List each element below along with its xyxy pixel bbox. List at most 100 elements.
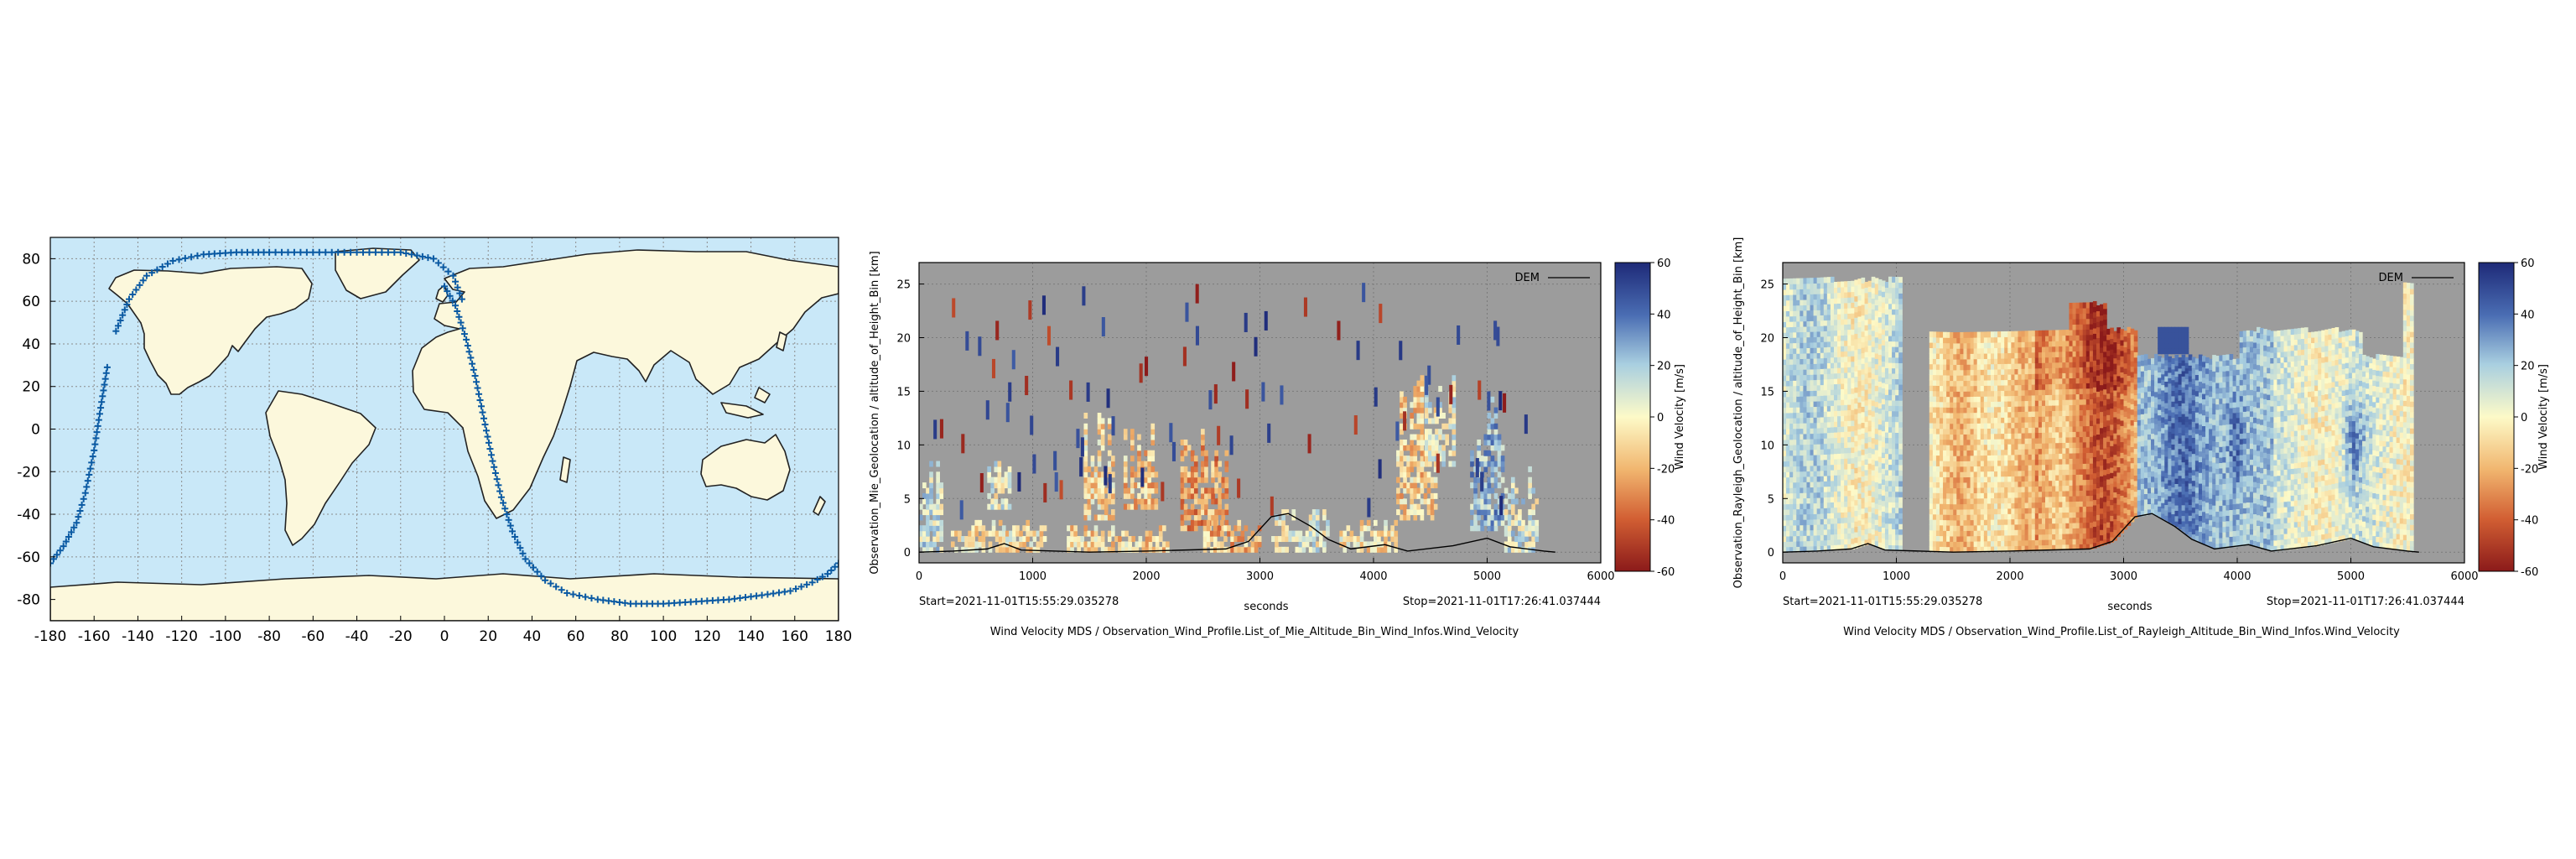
heatmap-cell — [1844, 356, 1848, 362]
heatmap-cell — [997, 503, 1002, 510]
heatmap-cell — [1180, 514, 1185, 521]
heatmap-cell — [1943, 461, 1947, 467]
heatmap-cell — [1426, 503, 1431, 510]
heatmap-cell — [1956, 358, 1961, 365]
heatmap-cell — [1053, 450, 1057, 471]
heatmap-cell — [1816, 513, 1821, 520]
heatmap-cell — [1837, 474, 1841, 481]
heatmap-cell — [1820, 492, 1825, 498]
heatmap-cell — [1953, 445, 1957, 451]
heatmap-cell — [1315, 541, 1320, 548]
heatmap-cell — [1871, 314, 1876, 320]
heatmap-cell — [1871, 416, 1876, 423]
heatmap-cell — [1844, 506, 1848, 513]
heatmap-cell — [1813, 518, 1818, 525]
heatmap-cell — [1826, 454, 1831, 461]
heatmap-cell — [1826, 383, 1831, 390]
heatmap-cell — [1813, 325, 1818, 332]
heatmap-cell — [1960, 487, 1965, 494]
heatmap-cell — [1786, 321, 1790, 328]
heatmap-cell — [1844, 442, 1848, 449]
heatmap-cell — [1796, 428, 1800, 435]
heatmap-cell — [1997, 535, 2002, 542]
heatmap-cell — [1847, 463, 1852, 470]
heatmap-cell — [1966, 497, 1971, 504]
heatmap-cell — [1963, 525, 1968, 532]
heatmap-cell — [2007, 395, 2012, 402]
heatmap-cell — [1487, 450, 1492, 456]
heatmap-cell — [1193, 476, 1198, 483]
heatmap-cell — [1857, 530, 1862, 537]
heatmap-cell — [1837, 324, 1841, 331]
heatmap-cell — [965, 331, 969, 351]
heatmap-cell — [1983, 476, 1988, 483]
heatmap-cell — [1820, 476, 1825, 482]
heatmap-cell — [1220, 519, 1224, 526]
heatmap-cell — [1874, 439, 1879, 445]
heatmap-cell — [1874, 508, 1879, 515]
heatmap-cell — [1786, 508, 1790, 515]
heatmap-cell — [1803, 412, 1808, 419]
heatmap-cell — [1892, 276, 1896, 283]
heatmap-cell — [1966, 418, 1971, 424]
heatmap-cell — [1970, 374, 1975, 381]
track-point — [272, 248, 279, 256]
heatmap-cell — [2007, 465, 2012, 471]
heatmap-cell — [1503, 393, 1507, 413]
heatmap-cell — [1813, 347, 1818, 354]
heatmap-cell — [1888, 523, 1893, 529]
track-point — [496, 487, 504, 495]
heatmap-cell — [1950, 525, 1954, 532]
heatmap-cell — [1007, 471, 1012, 478]
heatmap-cell — [1966, 380, 1971, 387]
heatmap-cell — [1110, 471, 1115, 478]
heatmap-cell — [1953, 348, 1957, 355]
heatmap-cell — [1826, 518, 1831, 524]
heatmap-cell — [1830, 383, 1835, 390]
heatmap-cell — [1813, 433, 1818, 440]
heatmap-cell — [1980, 530, 1985, 537]
heatmap-cell — [1420, 434, 1425, 440]
heatmap-cell — [1898, 464, 1903, 471]
heatmap-cell — [1493, 445, 1498, 451]
track-point — [831, 563, 839, 570]
track-point — [818, 573, 826, 580]
track-point — [479, 409, 486, 416]
heatmap-cell — [926, 498, 930, 505]
heatmap-cell — [939, 519, 944, 526]
heatmap-cell — [1871, 389, 1876, 396]
heatmap-cell — [1898, 309, 1903, 315]
heatmap-cell — [2001, 379, 2005, 386]
heatmap-cell — [1452, 450, 1457, 456]
heatmap-cell — [1208, 492, 1212, 499]
heatmap-cell — [1884, 341, 1889, 347]
heatmap-cell — [1895, 346, 1899, 353]
heatmap-cell — [1844, 539, 1848, 545]
heatmap-cell — [1367, 497, 1371, 518]
heatmap-cell — [1810, 438, 1815, 445]
heatmap-cell — [2007, 497, 2012, 504]
heatmap-cell — [1935, 455, 1940, 461]
heatmap-cell — [1970, 461, 1975, 467]
heatmap-cell — [1800, 342, 1804, 349]
heatmap-cell — [1783, 342, 1787, 349]
heatmap-cell — [1430, 498, 1435, 505]
track-point — [424, 254, 432, 262]
heatmap-cell — [926, 536, 930, 543]
heatmap-cell — [1970, 541, 1975, 548]
heatmap-cell — [1431, 439, 1436, 445]
heatmap-cell — [1783, 386, 1787, 393]
heatmap-cell — [1487, 476, 1492, 483]
track-point — [188, 253, 195, 261]
heatmap-cell — [1028, 300, 1032, 320]
heatmap-cell — [1789, 321, 1794, 328]
heatmap-cell — [1308, 525, 1313, 532]
heatmap-cell — [2001, 428, 2005, 435]
heatmap-cell — [1888, 539, 1893, 545]
heatmap-cell — [1884, 448, 1889, 455]
heatmap-cell — [1867, 511, 1872, 518]
heatmap-cell — [1976, 540, 1981, 547]
heatmap-cell — [1871, 470, 1876, 476]
heatmap-cell — [1123, 429, 1128, 435]
heatmap-cell — [1861, 325, 1866, 332]
